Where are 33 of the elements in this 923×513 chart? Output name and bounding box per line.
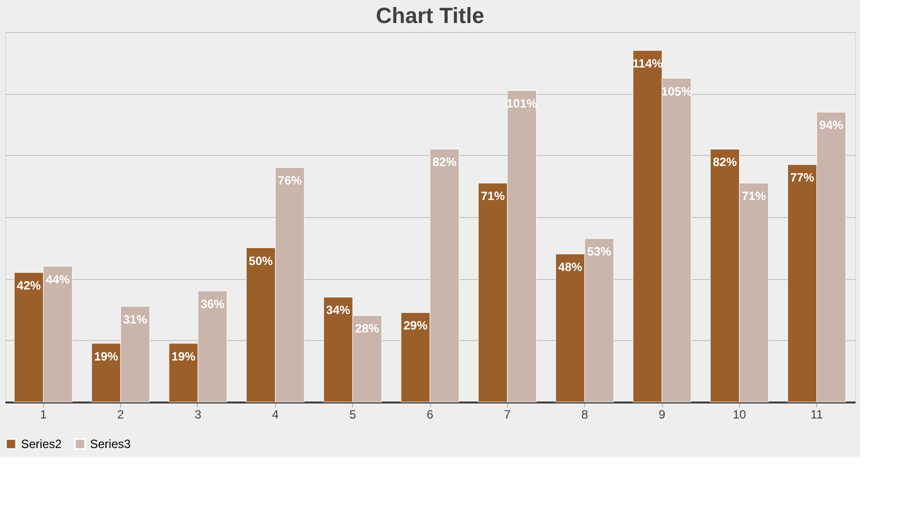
x-tick-label: 2 — [117, 408, 124, 422]
data-label: 76% — [278, 174, 302, 188]
x-tick-label: 5 — [349, 408, 356, 422]
x-tick-label: 9 — [658, 408, 666, 422]
x-tick-label: 7 — [504, 408, 511, 422]
data-label: 19% — [94, 349, 118, 364]
x-tick-label: 1 — [40, 408, 47, 422]
x-tick-label: 3 — [194, 408, 202, 422]
data-label: 44% — [46, 272, 70, 286]
x-tick-label: 11 — [810, 408, 824, 422]
data-label: 19% — [171, 349, 196, 364]
data-label: 28% — [355, 322, 380, 336]
data-label: 31% — [123, 312, 148, 326]
data-label: 94% — [819, 118, 844, 132]
data-label: 82% — [432, 155, 457, 170]
data-label: 50% — [248, 254, 274, 268]
data-label: 42% — [16, 278, 42, 292]
x-tick-label: 10 — [732, 408, 746, 422]
data-label: 71% — [742, 189, 766, 204]
x-tick-label: 8 — [581, 408, 588, 422]
data-label: 77% — [790, 170, 815, 185]
data-label: 82% — [712, 155, 738, 170]
legend-label: Series2 — [21, 437, 62, 451]
data-label: 34% — [326, 303, 350, 318]
chart-title: Chart Title — [376, 3, 484, 28]
data-label: 53% — [587, 244, 612, 259]
data-label: 71% — [480, 189, 506, 204]
data-label: 29% — [403, 318, 428, 333]
data-label: 36% — [200, 297, 225, 311]
x-tick-label: 4 — [272, 408, 279, 422]
x-tick-label: 6 — [426, 408, 434, 422]
data-label: 48% — [558, 260, 583, 274]
legend-label: Series3 — [90, 437, 132, 451]
